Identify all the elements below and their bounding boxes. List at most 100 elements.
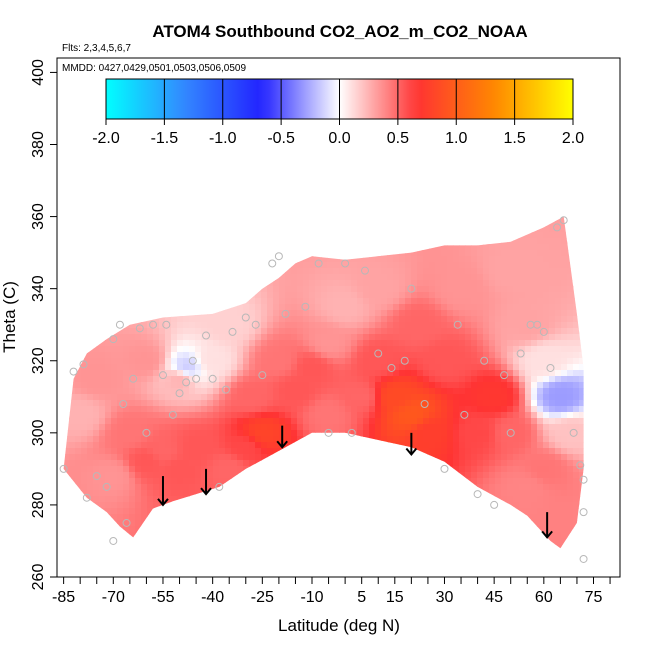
heatmap-cell: [387, 376, 394, 383]
heatmap-cell: [357, 322, 364, 329]
heatmap-cell: [177, 382, 184, 389]
heatmap-cell: [291, 370, 298, 377]
heatmap-cell: [357, 364, 364, 371]
heatmap-cell: [153, 382, 160, 389]
heatmap-cell: [201, 376, 208, 383]
heatmap-cell: [249, 334, 256, 341]
heatmap-cell: [195, 406, 202, 413]
heatmap-cell: [243, 346, 250, 353]
heatmap-cell: [129, 514, 136, 521]
heatmap-cell: [393, 430, 400, 437]
heatmap-cell: [183, 406, 190, 413]
heatmap-cell: [279, 412, 286, 419]
heatmap-cell: [195, 430, 202, 437]
heatmap-cell: [303, 424, 310, 431]
heatmap-cell: [321, 286, 328, 293]
heatmap-cell: [303, 376, 310, 383]
heatmap-cell: [99, 442, 106, 449]
heatmap-cell: [225, 352, 232, 359]
heatmap-cell: [129, 430, 136, 437]
heatmap-cell: [201, 394, 208, 401]
heatmap-cell: [237, 304, 244, 311]
heatmap-cell: [159, 460, 166, 467]
heatmap-cell: [369, 328, 376, 335]
heatmap-cell: [129, 418, 136, 425]
heatmap-cell: [249, 430, 256, 437]
heatmap-cell: [99, 412, 106, 419]
heatmap-cell: [111, 448, 118, 455]
heatmap-cell: [369, 352, 376, 359]
heatmap-cell: [213, 310, 220, 317]
heatmap-cell: [225, 382, 232, 389]
heatmap-cell: [117, 340, 124, 347]
heatmap-cell: [309, 346, 316, 353]
heatmap-cell: [321, 328, 328, 335]
heatmap-cell: [129, 370, 136, 377]
heatmap-cell: [129, 394, 136, 401]
heatmap-cell: [159, 382, 166, 389]
heatmap-cell: [291, 262, 298, 269]
heatmap-cell: [315, 334, 322, 341]
heatmap-cell: [237, 310, 244, 317]
heatmap-cell: [291, 286, 298, 293]
heatmap-cell: [321, 316, 328, 323]
heatmap-cell: [297, 412, 304, 419]
heatmap-cell: [147, 382, 154, 389]
heatmap-cell: [321, 382, 328, 389]
heatmap-cell: [357, 304, 364, 311]
heatmap-cell: [213, 358, 220, 365]
heatmap-cell: [345, 316, 352, 323]
heatmap-cell: [387, 316, 394, 323]
heatmap-cell: [291, 406, 298, 413]
heatmap-cell: [177, 358, 184, 365]
heatmap-cell: [267, 352, 274, 359]
heatmap-cell: [321, 346, 328, 353]
heatmap-cell: [201, 484, 208, 491]
heatmap-cell: [273, 340, 280, 347]
heatmap-cell: [309, 418, 316, 425]
heatmap-cell: [315, 340, 322, 347]
heatmap-cell: [309, 334, 316, 341]
heatmap-cell: [357, 346, 364, 353]
heatmap-cell: [159, 352, 166, 359]
heatmap-cell: [333, 322, 340, 329]
heatmap-cell: [141, 442, 148, 449]
heatmap-cell: [135, 370, 142, 377]
heatmap-cell: [141, 508, 148, 515]
heatmap-cell: [225, 466, 232, 473]
heatmap-cell: [219, 406, 226, 413]
heatmap-cell: [333, 328, 340, 335]
heatmap-cell: [87, 418, 94, 425]
heatmap-cell: [189, 394, 196, 401]
heatmap-cell: [321, 394, 328, 401]
heatmap-cell: [375, 298, 382, 305]
heatmap-cell: [63, 454, 70, 461]
heatmap-cell: [81, 382, 88, 389]
heatmap-cell: [225, 328, 232, 335]
heatmap-cell: [195, 316, 202, 323]
heatmap-cell: [315, 376, 322, 383]
heatmap-cell: [339, 268, 346, 275]
heatmap-cell: [219, 376, 226, 383]
heatmap-cell: [333, 376, 340, 383]
heatmap-cell: [189, 460, 196, 467]
heatmap-cell: [249, 370, 256, 377]
heatmap-cell: [291, 430, 298, 437]
heatmap-cell: [219, 460, 226, 467]
heatmap-cell: [177, 448, 184, 455]
heatmap-cell: [99, 430, 106, 437]
heatmap-cell: [327, 280, 334, 287]
heatmap-cell: [177, 490, 184, 497]
heatmap-cell: [351, 400, 358, 407]
heatmap-cell: [327, 394, 334, 401]
heatmap-cell: [231, 400, 238, 407]
heatmap-cell: [267, 418, 274, 425]
heatmap-cell: [207, 460, 214, 467]
heatmap-cell: [153, 394, 160, 401]
heatmap-cell: [111, 460, 118, 467]
heatmap-cell: [243, 442, 250, 449]
heatmap-cell: [153, 466, 160, 473]
heatmap-cell: [381, 364, 388, 371]
heatmap-cell: [381, 418, 388, 425]
heatmap-cell: [375, 436, 382, 443]
